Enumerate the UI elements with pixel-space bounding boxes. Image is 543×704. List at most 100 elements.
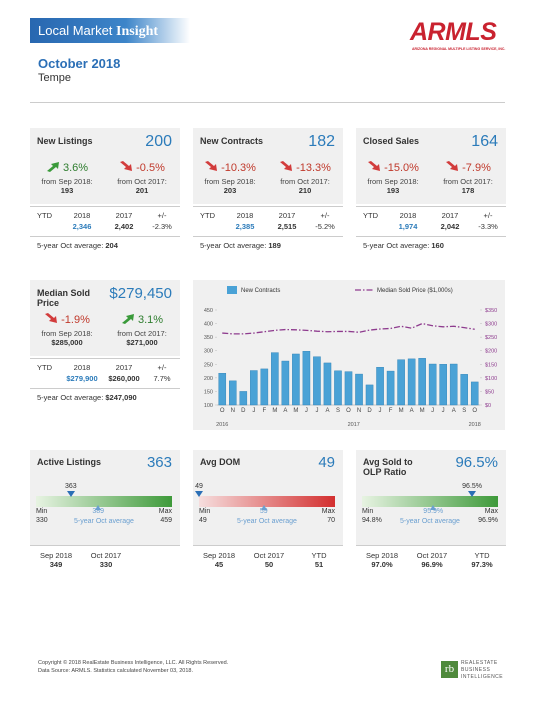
change-from: from Sep 2018: xyxy=(41,329,93,338)
change-from: from Oct 2017: xyxy=(117,329,167,338)
y-tick-label: 400 xyxy=(204,322,213,328)
bar xyxy=(281,360,290,406)
arrow-shape xyxy=(446,161,459,171)
change-base: 193 xyxy=(60,186,74,195)
arrow-down xyxy=(280,161,293,171)
change: 3.1% xyxy=(104,313,180,326)
gauge-min-label: Min xyxy=(36,508,48,515)
stat-value: 97.0% xyxy=(371,560,393,569)
stat-label: YTD xyxy=(474,551,490,560)
ytd-rule xyxy=(356,206,506,207)
x-tick-label: F xyxy=(263,408,267,414)
change-value: -13.3% xyxy=(296,162,331,174)
ytd-value: $260,000 xyxy=(108,374,140,383)
arrow-shape xyxy=(121,314,134,324)
x-tick-label: N xyxy=(231,408,235,414)
x-tick-label: J xyxy=(442,408,445,414)
ytd-header: 2018 xyxy=(73,363,91,372)
arrow-shape xyxy=(45,313,58,323)
gauge-avg-value: 389 xyxy=(92,508,105,515)
stat-label: Oct 2017 xyxy=(253,551,285,560)
y-tick-label: 100 xyxy=(204,403,213,409)
stat-value: 97.3% xyxy=(471,560,493,569)
change-base: 203 xyxy=(223,186,237,195)
change: -13.3% xyxy=(267,161,343,174)
bar xyxy=(376,367,384,406)
gauge-avg-marker xyxy=(260,505,267,510)
gauge-marker xyxy=(66,491,75,497)
gauge-stats: Sep 2018 349 Oct 2017 330 xyxy=(30,545,180,576)
change-from: from Sep 2018: xyxy=(367,177,419,186)
ytd-value: 2,346 xyxy=(72,222,92,231)
change-base: 201 xyxy=(135,186,149,195)
change: 3.6% xyxy=(29,161,105,174)
x-tick-label: S xyxy=(336,408,340,414)
change-value: -10.3% xyxy=(221,162,256,174)
stat-value: 349 xyxy=(49,560,63,569)
bar xyxy=(365,384,374,406)
avg-rule xyxy=(30,236,180,237)
y-tick-label: 300 xyxy=(204,349,213,355)
bar xyxy=(418,358,426,406)
stat-label: Sep 2018 xyxy=(39,551,73,560)
gauge-avg-value: 59 xyxy=(259,508,268,515)
change-from: from Sep 2018: xyxy=(204,177,256,186)
arrow-down xyxy=(120,161,133,171)
footer-logo-line: REALESTATE xyxy=(461,660,498,666)
y-tick-label: 250 xyxy=(204,362,213,368)
ytd-header: YTD xyxy=(37,363,52,372)
gauge-max-label: Max xyxy=(484,508,498,515)
bar xyxy=(313,356,321,406)
y2-tick-label: $350 xyxy=(485,308,497,314)
header-title: Local Market Insight xyxy=(38,23,158,40)
y2-tick-label: $250 xyxy=(485,335,497,341)
bar xyxy=(439,364,447,406)
ytd-value: 2,402 xyxy=(114,222,134,231)
stat-value: 50 xyxy=(264,560,274,569)
bar xyxy=(292,353,300,406)
ytd-value: $279,900 xyxy=(66,374,98,383)
gauge-min-label: Min xyxy=(362,508,374,515)
logo-sub: ARIZONA REGIONAL MULTIPLE LISTING SERVIC… xyxy=(412,47,506,51)
header-bar: Local Market Insight xyxy=(30,18,190,43)
gauge-title: Active Listings xyxy=(37,457,102,467)
average-label: 5-year Oct average: xyxy=(363,241,430,250)
x-tick-label: M xyxy=(272,408,277,414)
average-value: 204 xyxy=(105,241,118,250)
average-value: $247,090 xyxy=(105,393,137,402)
bar xyxy=(229,380,237,406)
stat-label: Sep 2018 xyxy=(202,551,236,560)
ytd-header: YTD xyxy=(200,211,215,220)
average-label: 5-year Oct average: xyxy=(37,241,104,250)
ytd-header: 2018 xyxy=(399,211,417,220)
gauge-max: 70 xyxy=(327,517,335,524)
avg-rule xyxy=(30,388,180,389)
change-value: 3.1% xyxy=(137,314,164,326)
gauge-max-label: Max xyxy=(158,508,172,515)
x-tick-label: O xyxy=(346,408,351,414)
card-value: 200 xyxy=(145,133,172,150)
bar xyxy=(334,370,342,406)
x-tick-label: A xyxy=(452,408,456,414)
gauge-marker xyxy=(195,491,203,497)
bar xyxy=(250,370,258,406)
card-top xyxy=(193,128,343,204)
y2-tick-label: $200 xyxy=(485,349,497,355)
bar xyxy=(470,381,479,406)
ytd-rule xyxy=(30,206,180,207)
y2-tick-label: $0 xyxy=(485,403,491,409)
change-base: $271,000 xyxy=(126,338,158,347)
change-from: from Oct 2017: xyxy=(280,177,330,186)
gauge-stats: Sep 2018 45 Oct 2017 50 YTD 51 xyxy=(193,545,343,576)
gauge-avg-value: 95.9% xyxy=(423,508,444,515)
ytd-header: YTD xyxy=(37,211,52,220)
bar xyxy=(428,363,437,406)
ytd-value: 7.7% xyxy=(153,374,171,383)
y-tick-label: 350 xyxy=(204,335,213,341)
x-tick-label: J xyxy=(305,408,308,414)
average: 5-year Oct average: 160 xyxy=(363,241,444,250)
x-tick-label: J xyxy=(315,408,318,414)
gauge-card: Avg Sold to OLP Ratio 96.5% 96.5% 95.9% 5-ye… xyxy=(356,450,506,545)
gauge-min: 49 xyxy=(199,517,207,524)
gauge-min-label: Min xyxy=(199,508,211,515)
